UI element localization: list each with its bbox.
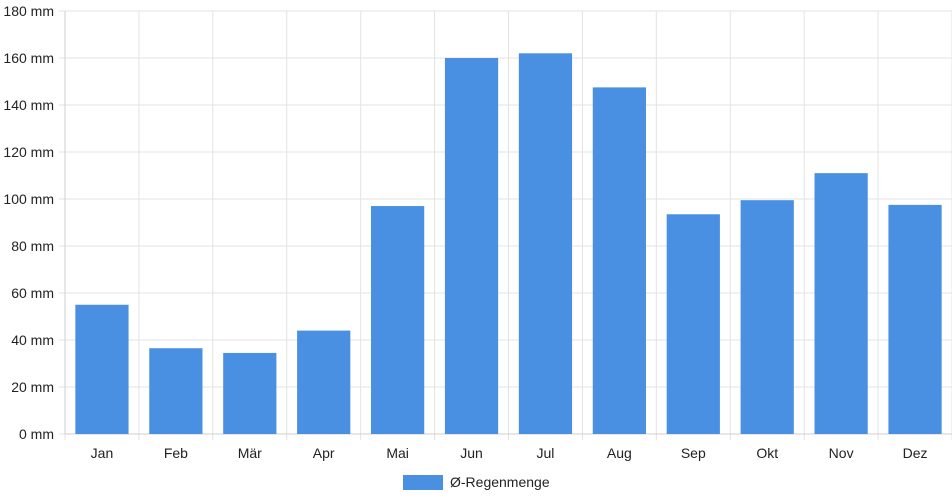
bar-apr[interactable] [297,330,351,434]
x-tick-label: Feb [164,445,188,461]
y-tick-label: 0 mm [19,426,54,442]
y-tick-label: 60 mm [11,285,54,301]
legend-label[interactable]: Ø-Regenmenge [450,474,550,490]
y-tick-label: 100 mm [3,191,54,207]
bar-series [75,53,942,435]
x-tick-label: Dez [903,445,928,461]
y-tick-label: 180 mm [3,3,54,19]
x-tick-label: Jul [537,445,555,461]
bar-jul[interactable] [518,53,573,435]
y-tick-label: 80 mm [11,238,54,254]
bar-jun[interactable] [444,58,499,434]
legend-swatch[interactable] [403,475,443,490]
x-tick-label: Jun [460,445,483,461]
y-tick-label: 120 mm [3,144,54,160]
legend[interactable]: Ø-Regenmenge [403,474,550,490]
x-tick-label: Nov [829,445,854,461]
bar-sep[interactable] [666,214,720,434]
x-tick-label: Apr [313,445,335,461]
x-tick-label: Aug [607,445,632,461]
x-tick-label: Mär [238,445,262,461]
bar-mai[interactable] [371,206,425,434]
bar-mär[interactable] [223,352,277,434]
y-tick-label: 40 mm [11,332,54,348]
bar-aug[interactable] [592,87,646,434]
x-tick-label: Jan [91,445,114,461]
x-tick-label: Okt [756,445,778,461]
bar-nov[interactable] [814,173,868,434]
y-tick-label: 20 mm [11,379,54,395]
bar-dez[interactable] [888,204,942,434]
grid-lines [59,10,952,440]
bar-okt[interactable] [740,200,794,434]
bar-feb[interactable] [149,348,203,434]
y-axis-ticks: 0 mm 20 mm 40 mm 60 mm 80 mm 100 mm 120 mm 140 … [3,3,54,442]
x-tick-label: Sep [681,445,706,461]
bar-jan[interactable] [75,304,129,434]
y-tick-label: 160 mm [3,50,54,66]
y-tick-label: 140 mm [3,97,54,113]
x-axis-ticks: Jan Feb Mär Apr Mai Jun Jul Aug Sep Okt Nov Dez [91,445,928,461]
x-tick-label: Mai [386,445,409,461]
